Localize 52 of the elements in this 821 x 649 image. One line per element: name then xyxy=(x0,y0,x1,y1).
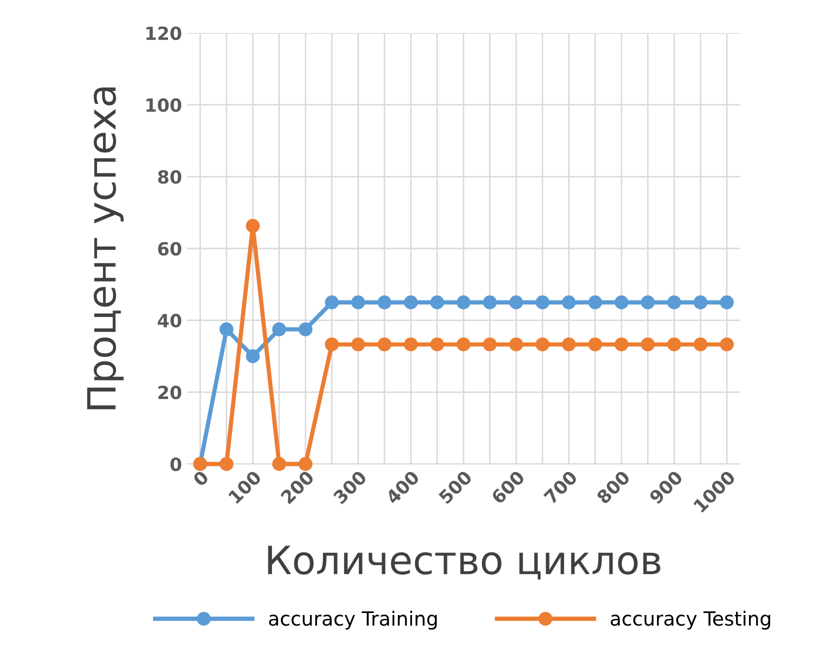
point xyxy=(246,349,260,364)
point xyxy=(324,337,339,352)
y-tick-label: 60 xyxy=(158,242,182,256)
point xyxy=(588,295,602,310)
point xyxy=(272,322,286,336)
point xyxy=(640,295,655,310)
point xyxy=(378,337,392,352)
point xyxy=(562,295,576,310)
point xyxy=(720,295,734,310)
point xyxy=(298,457,312,471)
y-tick-label: 0 xyxy=(170,457,182,472)
x-axis-title: Количество циклов xyxy=(268,546,660,580)
point xyxy=(667,295,682,310)
point xyxy=(614,337,628,352)
point xyxy=(694,337,708,352)
point xyxy=(536,337,550,352)
y-tick-label: 20 xyxy=(158,386,182,400)
point xyxy=(456,295,470,310)
point xyxy=(351,337,366,352)
point xyxy=(404,295,418,310)
point xyxy=(430,337,444,352)
x-tick-label: 0 xyxy=(192,470,210,488)
point xyxy=(536,295,550,310)
y-tick-label: 40 xyxy=(158,314,182,328)
point xyxy=(482,337,497,352)
point xyxy=(324,295,339,310)
point xyxy=(667,337,682,352)
point xyxy=(272,457,286,471)
point xyxy=(220,457,234,471)
point xyxy=(588,337,602,352)
point xyxy=(430,295,444,310)
point xyxy=(404,337,418,352)
point xyxy=(220,322,234,336)
point xyxy=(614,295,628,310)
point xyxy=(456,337,470,352)
y-tick-label: 120 xyxy=(146,26,182,40)
point xyxy=(298,322,312,336)
legend-label: accuracy Testing xyxy=(610,610,770,630)
point xyxy=(509,337,524,352)
point xyxy=(351,295,366,310)
point xyxy=(509,295,524,310)
point xyxy=(694,295,708,310)
point xyxy=(482,295,497,310)
legend-label: accuracy Training xyxy=(269,610,437,630)
y-tick-label: 80 xyxy=(158,170,182,184)
point xyxy=(720,337,734,352)
y-axis-title: Процент успеха xyxy=(87,87,124,410)
point xyxy=(246,218,260,233)
point xyxy=(378,295,392,310)
point xyxy=(640,337,655,352)
point xyxy=(562,337,576,352)
y-tick-label: 100 xyxy=(146,98,182,112)
